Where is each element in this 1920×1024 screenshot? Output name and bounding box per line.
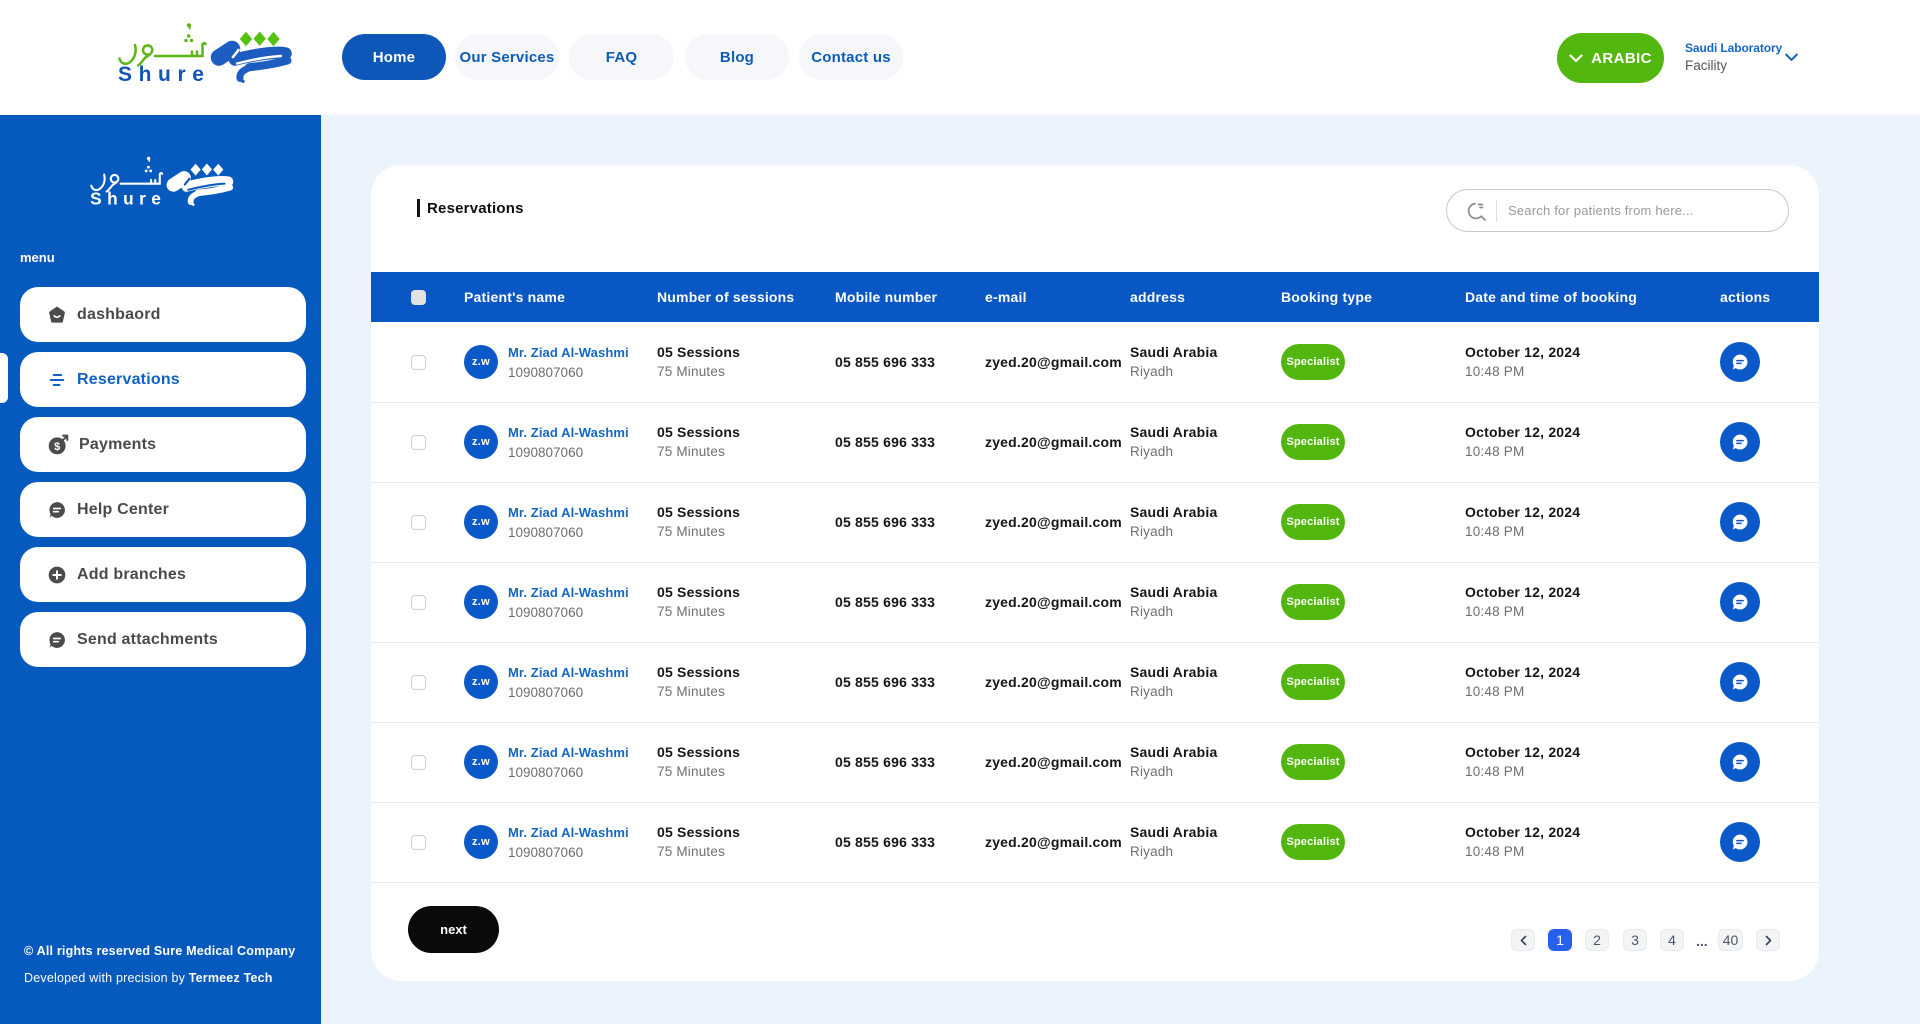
svg-text:$: $ <box>54 441 60 453</box>
svg-text:Shure: Shure <box>90 188 166 208</box>
svg-text:Shure: Shure <box>118 63 211 86</box>
